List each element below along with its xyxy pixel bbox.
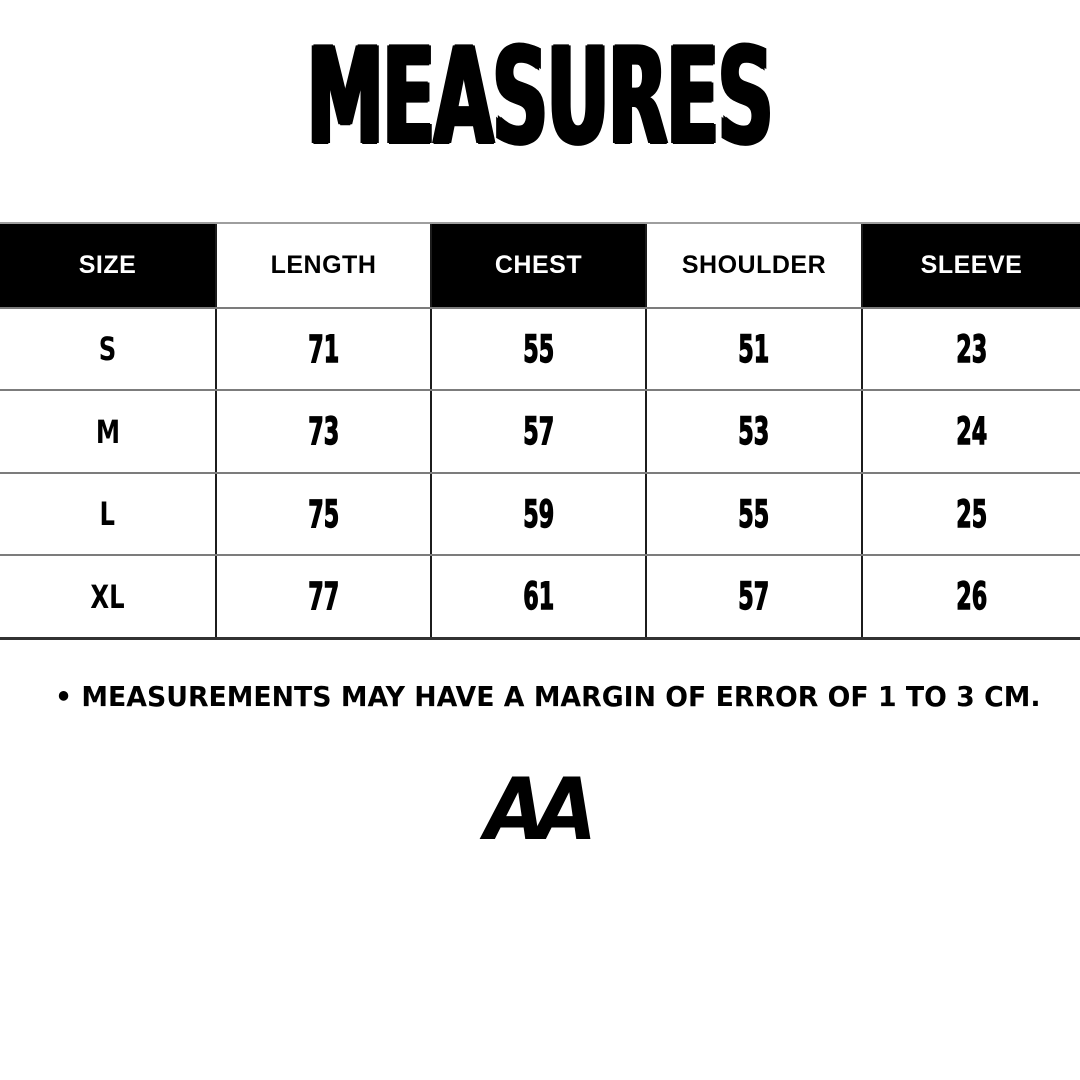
shoulder-cell: 57 xyxy=(647,556,863,637)
length-cell: 71 xyxy=(217,309,432,389)
length-cell: 73 xyxy=(217,391,432,472)
column-header-sleeve-label: SLEEVE xyxy=(920,251,1023,279)
sleeve-value: 23 xyxy=(956,327,988,372)
shoulder-cell: 55 xyxy=(647,474,863,554)
column-header-sleeve: SLEEVE xyxy=(863,224,1080,307)
sleeve-cell: 25 xyxy=(863,474,1080,554)
sleeve-value: 24 xyxy=(956,409,988,454)
brand-logo-text: AA xyxy=(485,760,597,860)
chest-value: 59 xyxy=(523,492,555,537)
size-cell: XL xyxy=(0,556,217,637)
length-value: 75 xyxy=(308,492,340,537)
shoulder-cell: 53 xyxy=(647,391,863,472)
length-value: 71 xyxy=(308,327,340,372)
length-value: 77 xyxy=(308,574,340,619)
column-header-size: SIZE xyxy=(0,224,217,307)
sleeve-cell: 24 xyxy=(863,391,1080,472)
sleeve-value: 26 xyxy=(956,574,988,619)
length-cell: 77 xyxy=(217,556,432,637)
chest-value: 57 xyxy=(523,409,555,454)
footnote-text: • MEASUREMENTS MAY HAVE A MARGIN OF ERRO… xyxy=(55,680,1041,713)
shoulder-value: 53 xyxy=(738,409,770,454)
size-cell: L xyxy=(0,474,217,554)
sleeve-cell: 26 xyxy=(863,556,1080,637)
column-header-chest-label: CHEST xyxy=(494,251,583,279)
shoulder-value: 57 xyxy=(738,574,770,619)
size-table: SIZE LENGTH CHEST SHOULDER SLEEVE S 71 5… xyxy=(0,222,1080,640)
chest-cell: 57 xyxy=(432,391,647,472)
page-title-text: MEASURES xyxy=(307,19,775,175)
chest-cell: 59 xyxy=(432,474,647,554)
shoulder-value: 55 xyxy=(738,492,770,537)
size-value: XL xyxy=(90,577,125,616)
footnote: • MEASUREMENTS MAY HAVE A MARGIN OF ERRO… xyxy=(55,680,1060,719)
shoulder-cell: 51 xyxy=(647,309,863,389)
size-table-header-row: SIZE LENGTH CHEST SHOULDER SLEEVE xyxy=(0,224,1080,307)
length-cell: 75 xyxy=(217,474,432,554)
page-title: MEASURES xyxy=(0,19,1080,175)
length-value: 73 xyxy=(308,409,340,454)
sleeve-value: 25 xyxy=(956,492,988,537)
brand-logo: AA xyxy=(0,760,1080,860)
column-header-length-label: LENGTH xyxy=(270,251,377,279)
chest-cell: 55 xyxy=(432,309,647,389)
column-header-shoulder-label: SHOULDER xyxy=(681,251,827,279)
column-header-length: LENGTH xyxy=(217,224,432,307)
chest-value: 55 xyxy=(523,327,555,372)
table-row-m: M 73 57 53 24 xyxy=(0,389,1080,472)
size-cell: M xyxy=(0,391,217,472)
chest-cell: 61 xyxy=(432,556,647,637)
table-row-l: L 75 59 55 25 xyxy=(0,472,1080,554)
size-cell: S xyxy=(0,309,217,389)
column-header-shoulder: SHOULDER xyxy=(647,224,863,307)
table-row-xl: XL 77 61 57 26 xyxy=(0,554,1080,637)
size-value: M xyxy=(95,412,120,451)
chest-value: 61 xyxy=(523,574,555,619)
table-row-s: S 71 55 51 23 xyxy=(0,307,1080,389)
shoulder-value: 51 xyxy=(738,327,770,372)
sleeve-cell: 23 xyxy=(863,309,1080,389)
column-header-size-label: SIZE xyxy=(78,251,137,279)
size-value: L xyxy=(99,495,116,533)
column-header-chest: CHEST xyxy=(432,224,647,307)
size-value: S xyxy=(98,330,117,368)
